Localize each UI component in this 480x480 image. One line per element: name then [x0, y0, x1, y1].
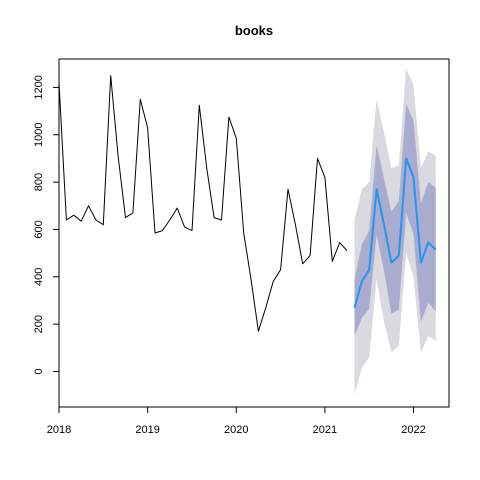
- x-tick-label: 2018: [47, 424, 71, 436]
- y-tick-label: 400: [33, 268, 45, 286]
- forecast-series-line: [353, 157, 437, 308]
- prediction-intervals: [354, 68, 436, 396]
- x-tick-label: 2022: [401, 424, 425, 436]
- history-series-line: [58, 75, 348, 332]
- y-tick-label: 1200: [33, 75, 45, 99]
- x-tick-label: 2021: [313, 424, 337, 436]
- chart-title: books: [235, 23, 273, 38]
- x-axis: 2018 2019 2020 2021 2022: [47, 406, 426, 436]
- y-axis: 0 200 400 600 800 1000 1200: [33, 75, 60, 375]
- y-tick-label: 200: [33, 315, 45, 333]
- y-tick-label: 600: [33, 220, 45, 238]
- band-80-interval: [354, 104, 436, 336]
- x-tick-label: 2019: [135, 424, 159, 436]
- y-tick-label: 800: [33, 173, 45, 191]
- y-tick-label: 1000: [33, 123, 45, 147]
- y-tick-label: 0: [33, 368, 45, 374]
- series-lines: [58, 75, 437, 332]
- x-tick-label: 2020: [224, 424, 248, 436]
